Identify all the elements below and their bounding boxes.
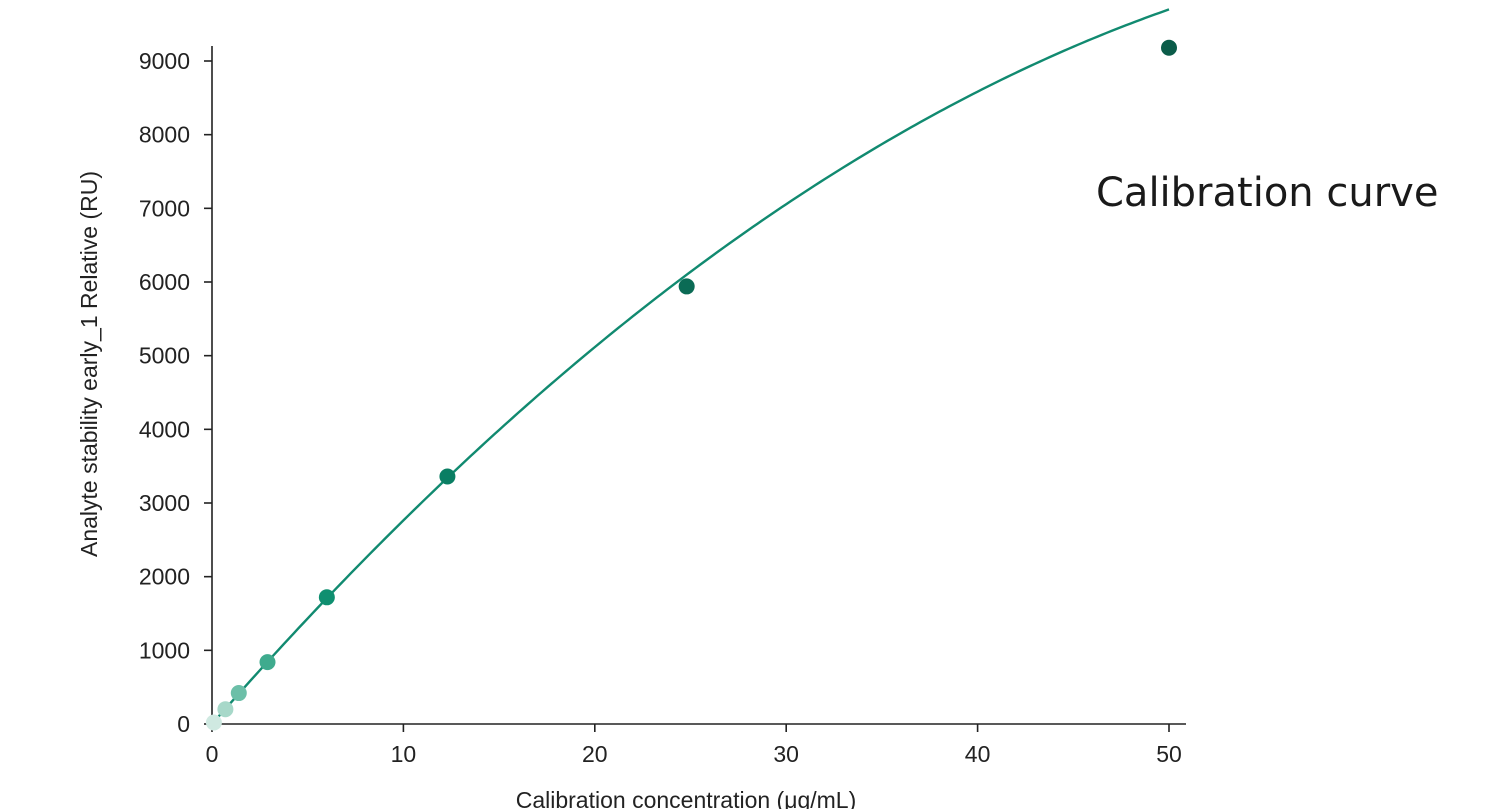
x-tick-label: 10	[391, 741, 417, 767]
x-tick-label: 50	[1156, 741, 1182, 767]
chart-title: Calibration curve	[1096, 170, 1438, 216]
x-tick-label: 30	[773, 741, 799, 767]
y-tick-label: 8000	[139, 122, 190, 148]
x-tick-label: 40	[965, 741, 991, 767]
data-point	[439, 468, 456, 485]
y-tick-label: 9000	[139, 48, 190, 74]
y-tick-label: 0	[177, 711, 190, 737]
y-axis-title: Analyte stability early_1 Relative (RU)	[76, 171, 102, 557]
data-point	[205, 714, 222, 731]
plot-area: 0 1000 2000 3000 4000 5000 6000 7000 8000 9000 0 1…	[139, 8, 1186, 767]
y-tick-label: 7000	[139, 195, 190, 221]
x-tick-label: 0	[206, 741, 219, 767]
data-point	[318, 589, 335, 606]
fit-curve-line	[211, 8, 1170, 725]
y-tick-label: 4000	[139, 416, 190, 442]
data-point	[1161, 39, 1177, 56]
y-tick-label: 5000	[139, 343, 190, 369]
data-point	[230, 685, 247, 702]
y-tick-label: 3000	[139, 490, 190, 516]
data-point	[217, 701, 234, 718]
data-point	[678, 278, 695, 295]
y-tick-label: 1000	[139, 637, 190, 663]
data-point	[259, 654, 276, 671]
data-points	[205, 39, 1177, 731]
y-tick-label: 2000	[139, 564, 190, 590]
y-tick-label: 6000	[139, 269, 190, 295]
y-axis-ticks: 0 1000 2000 3000 4000 5000 6000 7000 8000 9000	[139, 48, 212, 737]
x-axis-ticks: 0 10 20 30 40 50	[206, 724, 1182, 767]
x-axis-title: Calibration concentration (μg/mL)	[516, 787, 857, 809]
x-tick-label: 20	[582, 741, 608, 767]
